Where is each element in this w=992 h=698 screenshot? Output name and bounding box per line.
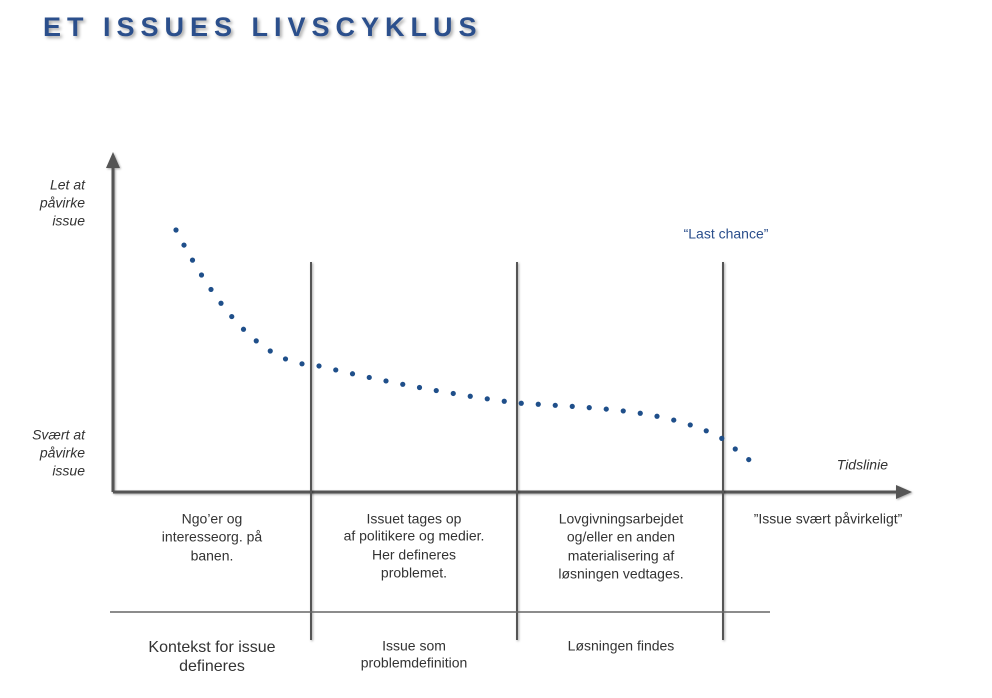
phase-text: Issuet tages op: [367, 511, 462, 527]
curve-dot: [569, 403, 575, 409]
label: issue: [52, 463, 85, 479]
phase-text: af politikere og medier.: [344, 528, 485, 544]
curve-dot: [282, 356, 289, 362]
curve-dot: [416, 384, 423, 391]
phase-text: ”Issue svært påvirkeligt”: [754, 511, 903, 527]
curve-dot: [400, 381, 406, 387]
phase-text: interesseorg. på: [162, 529, 263, 545]
curve-dot: [218, 300, 224, 306]
marker-label: “Last chance”: [684, 226, 769, 242]
curve-dot: [586, 405, 592, 411]
curve-dot: [366, 374, 372, 381]
title: ET ISSUES LIVSCYKLUS: [43, 12, 483, 42]
curve-dot: [333, 367, 339, 373]
curve-dot: [535, 401, 541, 407]
curve-dot: [484, 396, 490, 402]
phase-text: Lovgivningsarbejdet: [559, 511, 684, 527]
phase-text: problemet.: [381, 565, 447, 581]
curve-dot: [208, 286, 214, 293]
phase-dividers: [310, 262, 724, 640]
y-arrow: [106, 152, 120, 168]
curve-dot: [746, 456, 752, 463]
curve-dot: [240, 326, 247, 332]
curve-dot: [518, 400, 524, 406]
curve: [173, 227, 752, 463]
curve-dot: [467, 393, 473, 399]
curve-dot: [173, 227, 179, 233]
curve-dot: [671, 417, 677, 423]
curve-dot: [253, 338, 259, 344]
label: issue: [52, 213, 85, 229]
x-label: Tidslinie: [837, 457, 888, 473]
label: påvirke: [39, 445, 85, 461]
outcome-text: Issue som: [382, 638, 446, 654]
curve-dot: [552, 402, 558, 408]
curve-dot: [703, 428, 709, 434]
x-arrow: [896, 485, 912, 499]
curve-dot: [603, 406, 609, 412]
label: Svært at: [32, 427, 86, 443]
curve-dot: [501, 398, 507, 404]
curve-dot: [433, 387, 439, 394]
curve-dot: [732, 446, 738, 452]
phase-text: banen.: [191, 548, 234, 564]
curve-dot: [450, 390, 456, 397]
outcome-text: Løsningen findes: [568, 638, 675, 654]
phase-text: og/eller en anden: [567, 529, 675, 545]
axes: [106, 152, 912, 499]
curve-dot: [687, 422, 693, 428]
curve-dot: [383, 378, 389, 384]
label: påvirke: [39, 195, 85, 211]
curve-dot: [229, 313, 235, 320]
curve-dot: [316, 363, 322, 369]
phase-text: Her defineres: [372, 547, 456, 563]
curve-dot: [637, 410, 643, 416]
curve-dot: [719, 435, 725, 441]
outcome-text: Kontekst for issue: [148, 639, 275, 656]
curve-dot: [181, 242, 187, 248]
curve-dot: [349, 371, 356, 377]
phase-text: Ngo’er og: [182, 511, 243, 527]
curve-dot: [189, 257, 196, 263]
curve-dot: [654, 413, 660, 419]
label: Let at: [50, 177, 86, 193]
curve-dot: [198, 272, 205, 278]
phase-text: materialisering af: [568, 548, 675, 564]
curve-dot: [299, 361, 305, 367]
y-label-top: Let at påvirke issue: [39, 177, 86, 229]
outcome-text: problemdefinition: [361, 655, 468, 671]
curve-dot: [267, 348, 273, 354]
curve-dot: [620, 408, 626, 414]
outcome-text: defineres: [179, 658, 245, 675]
phase-text: løsningen vedtages.: [558, 566, 683, 582]
